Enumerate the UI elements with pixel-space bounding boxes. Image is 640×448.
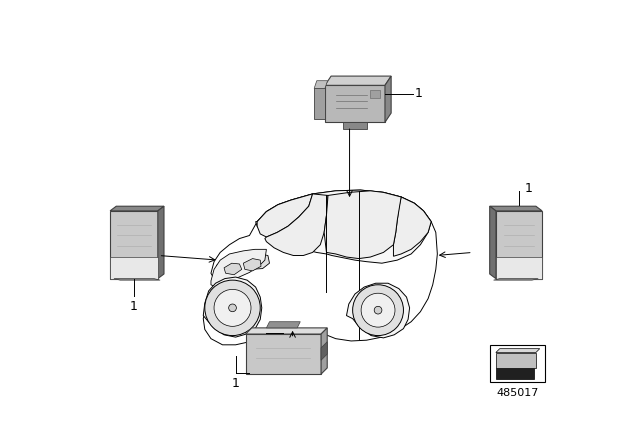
Circle shape: [353, 285, 403, 336]
Circle shape: [374, 306, 382, 314]
Polygon shape: [325, 85, 385, 122]
Polygon shape: [325, 76, 391, 85]
Text: 485017: 485017: [496, 388, 539, 397]
Polygon shape: [211, 250, 266, 286]
Polygon shape: [216, 256, 247, 272]
Polygon shape: [490, 206, 542, 211]
Polygon shape: [346, 283, 410, 338]
Polygon shape: [246, 254, 269, 269]
Polygon shape: [266, 322, 300, 328]
Polygon shape: [394, 197, 431, 256]
Polygon shape: [385, 76, 391, 122]
Polygon shape: [243, 258, 261, 271]
Circle shape: [205, 280, 260, 336]
Polygon shape: [257, 194, 312, 237]
Polygon shape: [314, 88, 325, 119]
Polygon shape: [344, 122, 367, 129]
Circle shape: [361, 293, 395, 327]
Polygon shape: [110, 206, 164, 211]
Polygon shape: [246, 328, 327, 334]
Polygon shape: [110, 257, 158, 279]
Polygon shape: [246, 334, 321, 374]
Polygon shape: [490, 206, 496, 279]
Polygon shape: [324, 191, 401, 258]
Text: 1: 1: [415, 87, 423, 100]
Polygon shape: [114, 279, 160, 280]
Polygon shape: [265, 194, 328, 255]
Polygon shape: [496, 211, 542, 279]
Polygon shape: [321, 342, 327, 360]
Polygon shape: [204, 190, 437, 345]
Polygon shape: [371, 90, 380, 98]
Polygon shape: [314, 81, 328, 88]
Polygon shape: [255, 190, 431, 263]
Text: 1: 1: [232, 377, 239, 390]
Polygon shape: [496, 353, 536, 368]
Polygon shape: [493, 279, 538, 280]
Polygon shape: [224, 263, 242, 275]
Polygon shape: [496, 349, 540, 353]
Circle shape: [228, 304, 236, 312]
Polygon shape: [496, 368, 534, 379]
Polygon shape: [110, 211, 158, 279]
Polygon shape: [158, 206, 164, 279]
Polygon shape: [321, 328, 327, 374]
Circle shape: [214, 289, 251, 326]
Polygon shape: [204, 277, 262, 337]
FancyBboxPatch shape: [490, 345, 545, 382]
Text: 1: 1: [130, 300, 138, 313]
Text: 1: 1: [524, 182, 532, 195]
Polygon shape: [496, 257, 542, 279]
